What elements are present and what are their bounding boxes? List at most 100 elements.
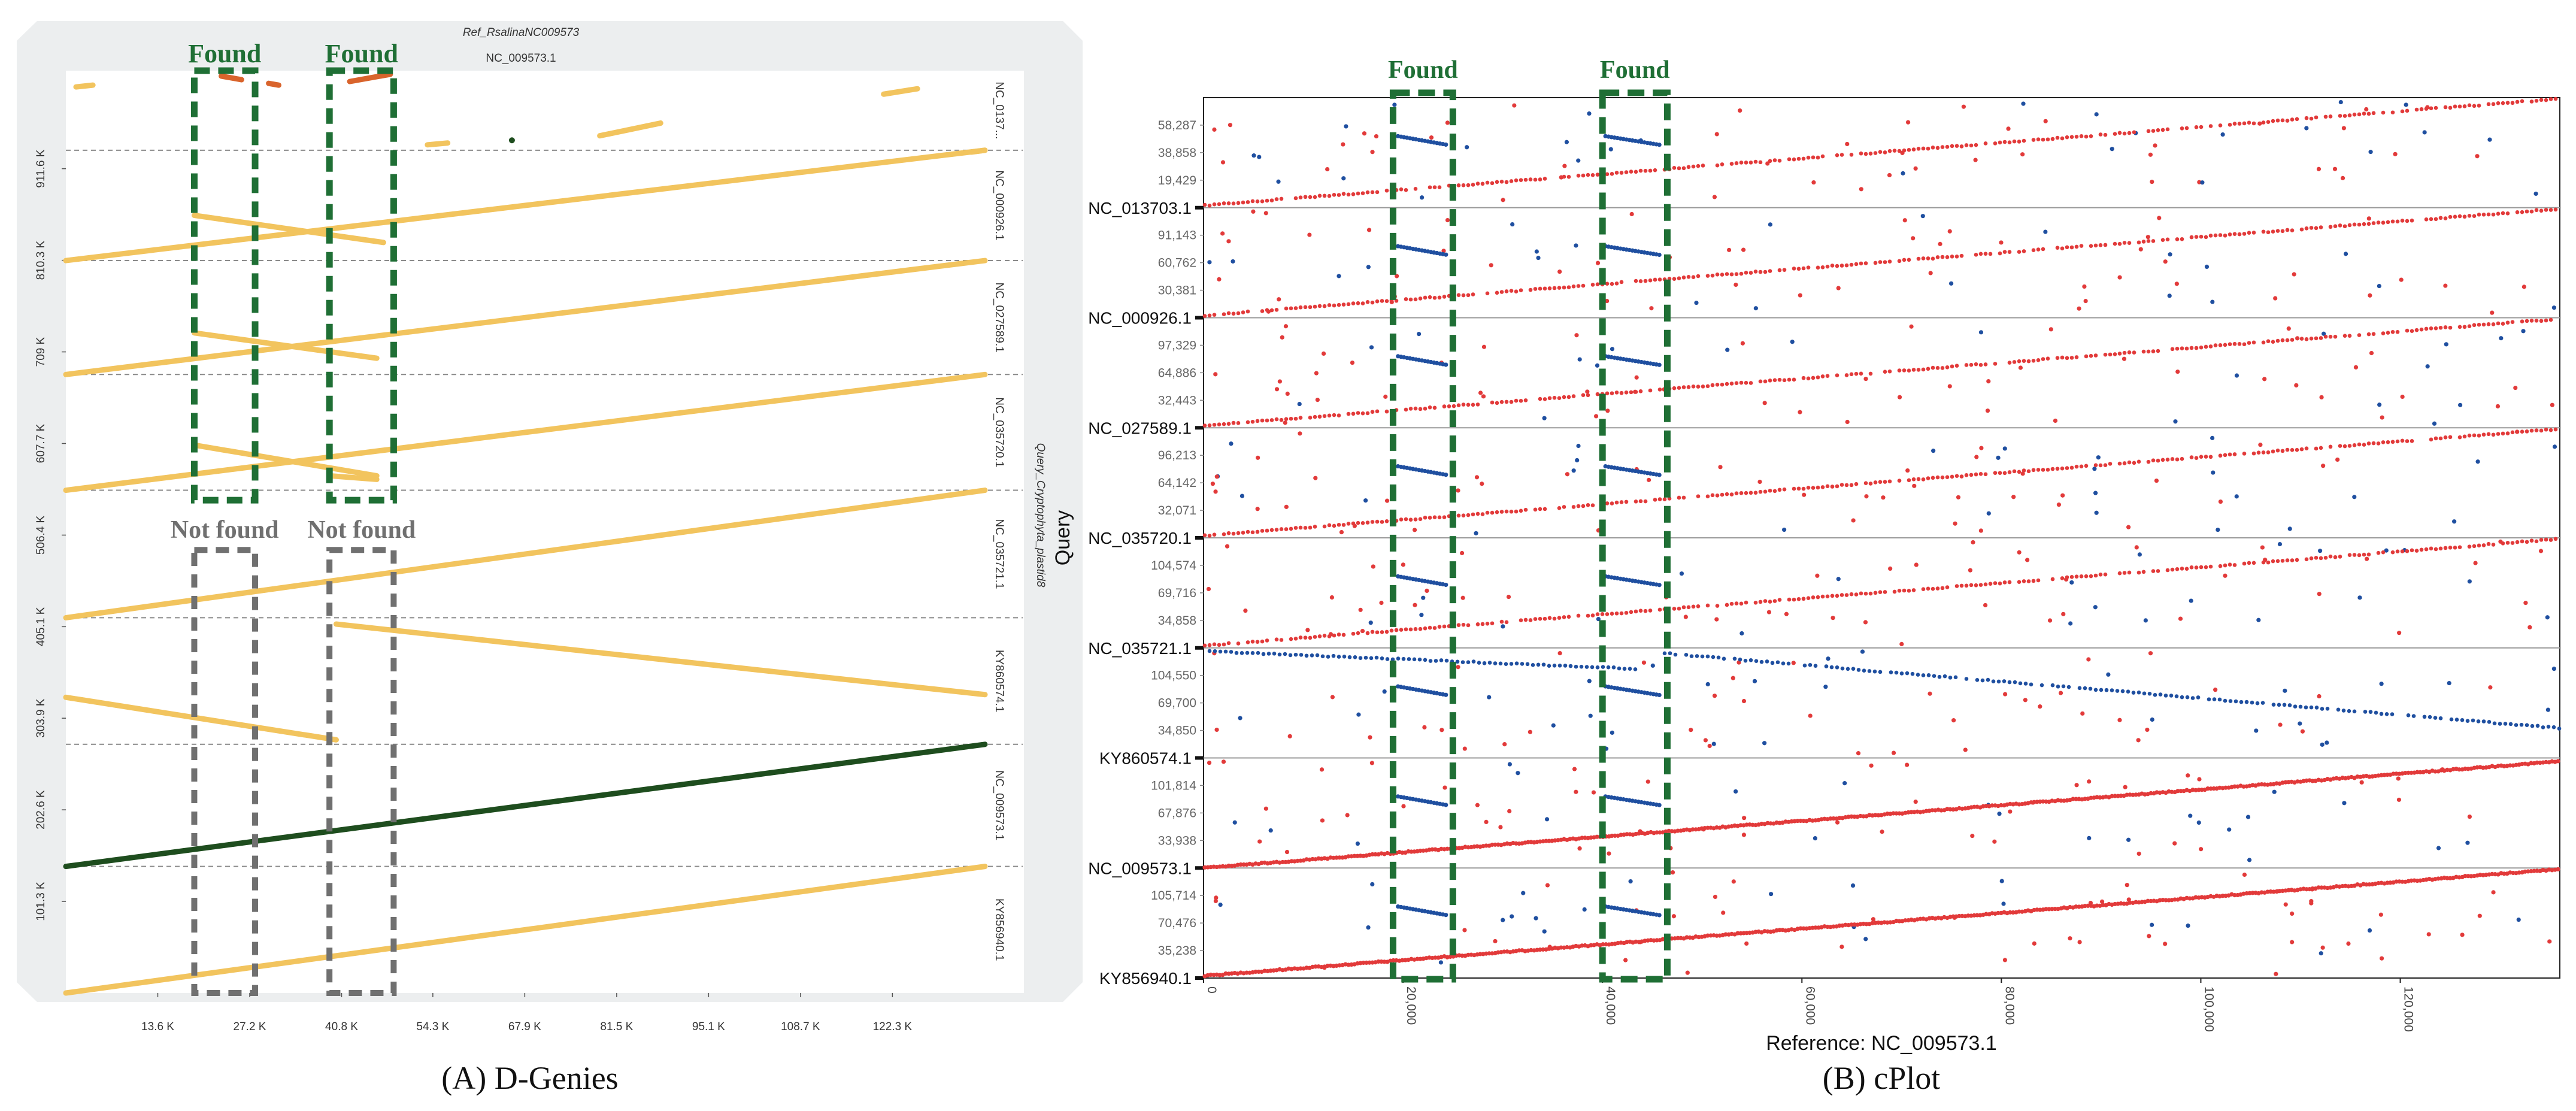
forward-alignment-point (2342, 334, 2347, 338)
forward-alignment-point (1921, 146, 1926, 151)
forward-alignment-point (2366, 332, 2371, 337)
forward-alignment-point (2357, 553, 2362, 558)
forward-alignment-point (1974, 472, 1978, 477)
forward-alignment-point (2017, 550, 2022, 555)
reverse-alignment-point (2137, 552, 2142, 557)
forward-alignment-point (1983, 582, 1988, 586)
reverse-alignment-point (2088, 686, 2093, 691)
forward-alignment-point (1820, 485, 1825, 489)
reverse-alignment-point (2210, 435, 2215, 440)
forward-alignment-point (2145, 235, 2150, 240)
forward-alignment-point (2396, 797, 2402, 802)
forward-alignment-point (1571, 394, 1576, 398)
forward-alignment-point (1313, 304, 1317, 309)
forward-alignment-point (2473, 561, 2478, 565)
forward-alignment-point (2513, 385, 2518, 390)
forward-alignment-point (1811, 155, 1816, 160)
forward-alignment-point (1298, 635, 1303, 640)
not-found-label: Not found (307, 516, 416, 544)
forward-alignment-point (1720, 162, 1725, 167)
forward-alignment-point (1428, 295, 1432, 299)
forward-alignment-point (2395, 329, 2400, 334)
forward-alignment-point (1289, 306, 1293, 311)
reverse-alignment-point (1471, 659, 1476, 664)
reverse-alignment-point (1297, 401, 1302, 407)
forward-alignment-point (2338, 223, 2342, 228)
forward-alignment-point (1868, 482, 1873, 486)
forward-alignment-point (2443, 546, 2448, 550)
forward-alignment-point (2319, 336, 2323, 340)
forward-alignment-point (1768, 159, 1772, 164)
forward-alignment-point (2007, 250, 2012, 255)
reverse-alignment-point (1501, 918, 1505, 922)
forward-alignment-point (1418, 626, 1423, 631)
reverse-alignment-point (1382, 689, 1387, 694)
section-label: NC_035720.1 (1088, 529, 1192, 547)
forward-alignment-point (1552, 395, 1557, 400)
forward-alignment-point (2132, 350, 2136, 355)
reverse-alignment-point (1261, 652, 1266, 656)
forward-alignment-point (1610, 391, 1614, 395)
forward-alignment-point (1801, 266, 1806, 271)
forward-alignment-point (2462, 325, 2467, 329)
reverse-alignment-point (2551, 725, 2556, 729)
reverse-alignment-point (1617, 666, 1622, 671)
forward-alignment-point (2132, 130, 2136, 135)
forward-alignment-point (2165, 127, 2170, 132)
forward-alignment-point (1423, 626, 1428, 631)
forward-alignment-point (1985, 408, 1990, 413)
reverse-alignment-point (2256, 617, 2261, 622)
forward-alignment-point (2065, 356, 2069, 361)
forward-alignment-point (1374, 134, 1379, 139)
reverse-alignment-point (2404, 102, 2408, 107)
forward-alignment-point (1990, 803, 1995, 808)
forward-alignment-point (2098, 573, 2103, 577)
forward-alignment-point (1907, 147, 1911, 152)
forward-alignment-point (2515, 99, 2520, 104)
forward-alignment-point (1712, 694, 1717, 698)
reverse-alignment-point (1239, 651, 1244, 655)
reverse-alignment-point (1385, 657, 1390, 661)
forward-alignment-point (1677, 276, 1681, 281)
forward-alignment-point (1873, 261, 1878, 265)
forward-alignment-point (2223, 233, 2228, 238)
forward-alignment-point (1571, 505, 1576, 509)
reverse-alignment-point (2422, 715, 2427, 719)
forward-alignment-point (1978, 528, 1983, 533)
reverse-alignment-point (1610, 730, 1614, 735)
reverse-alignment-point (1337, 274, 1341, 278)
forward-alignment-point (2309, 116, 2314, 121)
forward-alignment-point (1217, 422, 1222, 427)
forward-alignment-point (2218, 343, 2223, 347)
forward-alignment-point (2228, 342, 2232, 347)
forward-alignment-point (1686, 275, 1691, 279)
forward-alignment-point (2113, 352, 2117, 356)
forward-alignment-point (1861, 814, 1866, 819)
forward-alignment-point (2172, 897, 2177, 902)
forward-alignment-point (2086, 903, 2090, 908)
forward-alignment-point (1557, 396, 1562, 400)
forward-alignment-point (1231, 420, 1236, 425)
forward-alignment-point (1380, 299, 1384, 303)
forward-alignment-point (1576, 613, 1581, 618)
reverse-alignment-point (2475, 459, 2480, 464)
forward-alignment-point (1734, 381, 1739, 385)
forward-alignment-point (2486, 102, 2491, 107)
forward-alignment-point (2352, 113, 2357, 117)
forward-alignment-point (1854, 371, 1859, 376)
forward-alignment-point (1329, 595, 1335, 600)
forward-alignment-point (1677, 386, 1681, 390)
forward-alignment-point (1959, 474, 1964, 479)
forward-alignment-point (1739, 491, 1744, 495)
forward-alignment-point (1854, 592, 1859, 597)
forward-alignment-point (1734, 282, 1738, 287)
forward-alignment-point (2544, 208, 2548, 212)
forward-alignment-point (2475, 154, 2480, 159)
forward-alignment-point (1284, 306, 1289, 311)
reverse-alignment-point (1926, 673, 1931, 677)
forward-alignment-point (1643, 168, 1648, 173)
reverse-alignment-point (2021, 101, 2026, 106)
forward-alignment-point (1207, 423, 1212, 428)
reverse-alignment-point (2050, 683, 2055, 688)
x-tick-label: 100,000 (2202, 986, 2216, 1032)
